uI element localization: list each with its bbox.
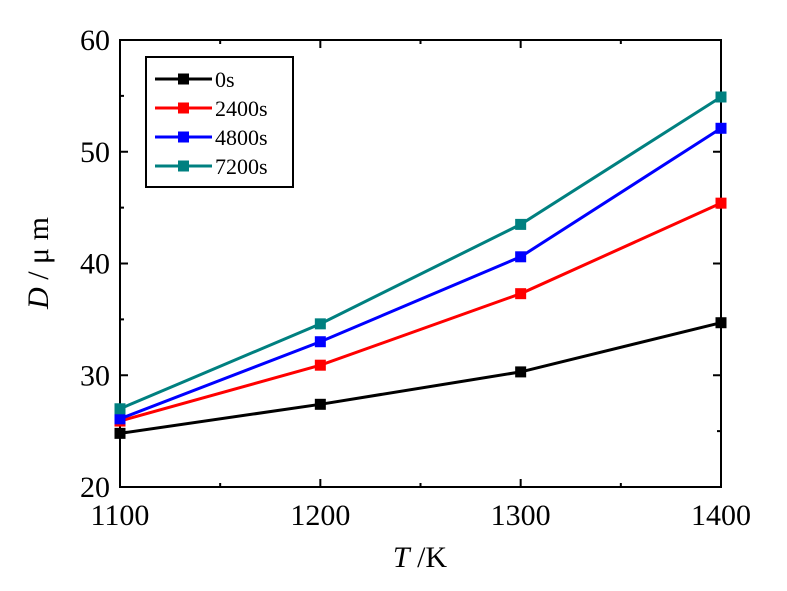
data-point-2400s [314, 359, 326, 371]
series-line-0s [119, 321, 722, 435]
legend-label-4800s: 4800s [215, 125, 268, 150]
x-axis-ticks: 1100 1200 1300 1400 [91, 40, 751, 532]
y-axis-label: D / μ m [22, 217, 55, 310]
y-axis-label-unit: / μ m [22, 217, 55, 287]
data-point-0s [515, 366, 527, 378]
x-tick-label: 1200 [290, 499, 350, 532]
x-axis-label-variable: T [393, 541, 412, 574]
data-point-0s [114, 427, 126, 439]
legend-label-0s: 0s [215, 67, 235, 92]
data-point-0s [314, 398, 326, 410]
y-tick-label: 60 [80, 24, 110, 57]
series-line-4800s [119, 127, 722, 421]
legend-marker-0s [178, 73, 189, 85]
x-tick-label: 1100 [91, 499, 150, 532]
data-point-4800s [114, 413, 126, 425]
data-point-2400s [515, 288, 527, 300]
series-line-7200s [119, 95, 722, 411]
y-tick-label: 40 [80, 248, 110, 281]
data-point-7200s [114, 403, 126, 415]
y-tick-label: 30 [80, 359, 110, 392]
data-point-4800s [314, 336, 326, 348]
legend: 0s 2400s 4800s 7200s [145, 56, 294, 188]
data-point-7200s [715, 91, 727, 103]
y-tick-label: 20 [80, 471, 110, 504]
legend-label-7200s: 7200s [215, 154, 268, 179]
x-tick-label: 1400 [691, 499, 751, 532]
legend-marker-2400s [178, 102, 189, 114]
data-point-7200s [515, 218, 527, 230]
legend-marker-4800s [178, 131, 189, 143]
legend-marker-7200s [178, 160, 189, 172]
data-point-4800s [515, 251, 527, 263]
legend-label-2400s: 2400s [215, 96, 268, 121]
y-axis-ticks: 20 30 40 50 60 [80, 24, 721, 504]
data-point-7200s [314, 318, 326, 330]
y-axis-label-variable: D [22, 287, 55, 310]
x-tick-label: 1300 [491, 499, 551, 532]
data-point-0s [715, 317, 727, 329]
data-point-2400s [715, 197, 727, 209]
data-point-4800s [715, 122, 727, 134]
x-axis-label-unit: /K [410, 541, 448, 574]
series-line-2400s [119, 201, 722, 423]
y-tick-label: 50 [80, 136, 110, 169]
x-axis-label: T /K [393, 541, 448, 574]
series-layer [114, 91, 727, 439]
